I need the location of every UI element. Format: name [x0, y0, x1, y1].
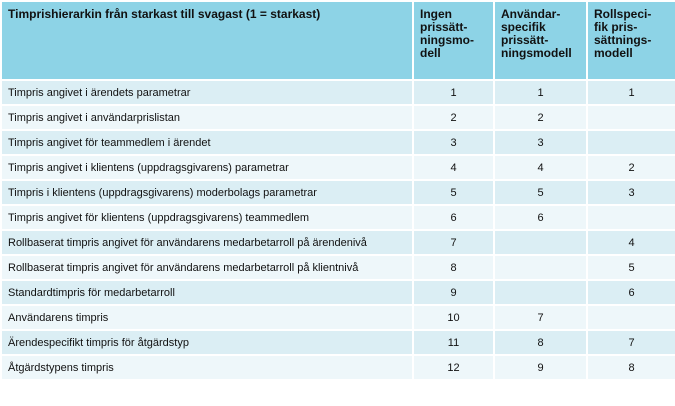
row-label: Standardtimpris för medarbetarroll: [0, 279, 414, 306]
header-row: Timprishierarkin från starkast till svag…: [0, 0, 675, 81]
table-row: Timpris angivet för teammedlem i ärendet…: [0, 129, 675, 156]
rank-cell: 3: [412, 129, 495, 156]
rank-cell: 3: [586, 179, 675, 206]
rank-cell: 5: [586, 254, 675, 281]
header-cell: Ingen prissätt- ningsmo- dell: [412, 0, 495, 81]
rank-cell: 1: [493, 79, 588, 106]
rank-cell: 2: [412, 104, 495, 131]
rank-cell: 6: [412, 204, 495, 231]
table-row: Åtgärdstypens timpris 12 9 8: [0, 354, 675, 381]
table-row: Timpris angivet i användarprislistan 2 2: [0, 104, 675, 131]
table-row: Timpris angivet för klientens (uppdragsg…: [0, 204, 675, 231]
row-label: Rollbaserat timpris angivet för användar…: [0, 254, 414, 281]
rank-cell: 1: [586, 79, 675, 106]
rank-cell: 4: [412, 154, 495, 181]
rank-cell: 10: [412, 304, 495, 331]
row-label: Timpris angivet i ärendets parametrar: [0, 79, 414, 106]
rank-cell: 8: [412, 254, 495, 281]
table-body: Timpris angivet i ärendets parametrar 1 1 1…: [0, 79, 675, 381]
rank-cell: 9: [493, 354, 588, 381]
table-row: Rollbaserat timpris angivet för användar…: [0, 254, 675, 281]
rank-cell: [586, 304, 675, 331]
rank-cell: 7: [412, 229, 495, 256]
rank-cell: [493, 254, 588, 281]
table-row: Standardtimpris för medarbetarroll 9 6: [0, 279, 675, 306]
rank-cell: 4: [493, 154, 588, 181]
rank-cell: 5: [493, 179, 588, 206]
row-label: Timpris angivet för klientens (uppdragsg…: [0, 204, 414, 231]
row-label: Timpris angivet i klientens (uppdragsgiv…: [0, 154, 414, 181]
rank-cell: [493, 229, 588, 256]
header-cell: Rollspeci- fik pris- sättnings- modell: [586, 0, 675, 81]
table-row: Ärendespecifikt timpris för åtgärdstyp 11…: [0, 329, 675, 356]
rank-cell: 9: [412, 279, 495, 306]
row-label: Ärendespecifikt timpris för åtgärdstyp: [0, 329, 414, 356]
header-cell: Timprishierarkin från starkast till svag…: [0, 0, 414, 81]
header-cell: Användar- specifik prissätt- ningsmodell: [493, 0, 588, 81]
rank-cell: 4: [586, 229, 675, 256]
table-row: Användarens timpris 10 7: [0, 304, 675, 331]
rank-cell: 1: [412, 79, 495, 106]
rank-cell: 5: [412, 179, 495, 206]
rank-cell: [586, 204, 675, 231]
rank-cell: [493, 279, 588, 306]
rank-cell: 2: [586, 154, 675, 181]
rank-cell: 7: [493, 304, 588, 331]
rank-cell: 3: [493, 129, 588, 156]
row-label: Rollbaserat timpris angivet för användar…: [0, 229, 414, 256]
table-row: Timpris angivet i ärendets parametrar 1 1 1: [0, 79, 675, 106]
rank-cell: 12: [412, 354, 495, 381]
rank-cell: 8: [493, 329, 588, 356]
rank-cell: 6: [493, 204, 588, 231]
row-label: Timpris angivet i användarprislistan: [0, 104, 414, 131]
rank-cell: 2: [493, 104, 588, 131]
row-label: Timpris i klientens (uppdragsgivarens) m…: [0, 179, 414, 206]
row-label: Användarens timpris: [0, 304, 414, 331]
rank-cell: 6: [586, 279, 675, 306]
row-label: Åtgärdstypens timpris: [0, 354, 414, 381]
table-row: Timpris i klientens (uppdragsgivarens) m…: [0, 179, 675, 206]
row-label: Timpris angivet för teammedlem i ärendet: [0, 129, 414, 156]
rank-cell: 8: [586, 354, 675, 381]
table-row: Rollbaserat timpris angivet för användar…: [0, 229, 675, 256]
price-hierarchy-table: Timprishierarkin från starkast till svag…: [0, 0, 675, 381]
rank-cell: [586, 129, 675, 156]
table-row: Timpris angivet i klientens (uppdragsgiv…: [0, 154, 675, 181]
rank-cell: [586, 104, 675, 131]
rank-cell: 11: [412, 329, 495, 356]
rank-cell: 7: [586, 329, 675, 356]
